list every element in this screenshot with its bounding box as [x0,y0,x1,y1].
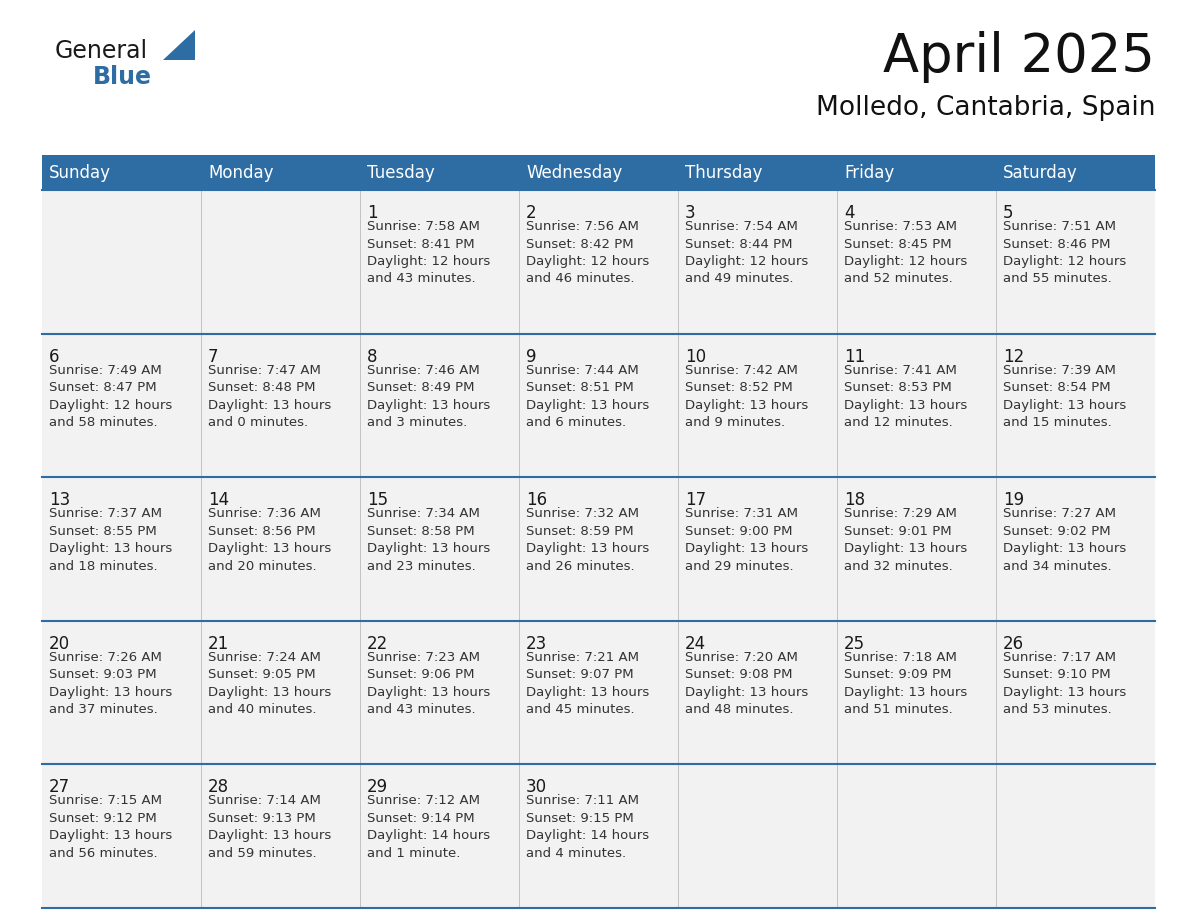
Text: Sunrise: 7:29 AM
Sunset: 9:01 PM
Daylight: 13 hours
and 32 minutes.: Sunrise: 7:29 AM Sunset: 9:01 PM Dayligh… [843,508,967,573]
Text: Sunrise: 7:39 AM
Sunset: 8:54 PM
Daylight: 13 hours
and 15 minutes.: Sunrise: 7:39 AM Sunset: 8:54 PM Dayligh… [1003,364,1126,429]
Text: 19: 19 [1003,491,1024,509]
Text: 14: 14 [208,491,229,509]
Text: Sunrise: 7:17 AM
Sunset: 9:10 PM
Daylight: 13 hours
and 53 minutes.: Sunrise: 7:17 AM Sunset: 9:10 PM Dayligh… [1003,651,1126,716]
Text: Sunrise: 7:14 AM
Sunset: 9:13 PM
Daylight: 13 hours
and 59 minutes.: Sunrise: 7:14 AM Sunset: 9:13 PM Dayligh… [208,794,331,860]
Text: 24: 24 [685,635,706,653]
Text: Sunday: Sunday [49,163,110,182]
Text: Thursday: Thursday [685,163,763,182]
Bar [42,477,1155,621]
Bar [42,190,1155,333]
Text: 15: 15 [367,491,388,509]
Polygon shape [163,30,195,60]
Text: Blue: Blue [93,65,152,89]
Text: Sunrise: 7:36 AM
Sunset: 8:56 PM
Daylight: 13 hours
and 20 minutes.: Sunrise: 7:36 AM Sunset: 8:56 PM Dayligh… [208,508,331,573]
Text: 7: 7 [208,348,219,365]
Text: Sunrise: 7:46 AM
Sunset: 8:49 PM
Daylight: 13 hours
and 3 minutes.: Sunrise: 7:46 AM Sunset: 8:49 PM Dayligh… [367,364,491,429]
Text: Molledo, Cantabria, Spain: Molledo, Cantabria, Spain [815,95,1155,121]
Text: Sunrise: 7:49 AM
Sunset: 8:47 PM
Daylight: 12 hours
and 58 minutes.: Sunrise: 7:49 AM Sunset: 8:47 PM Dayligh… [49,364,172,429]
Bar [42,765,1155,908]
Text: 11: 11 [843,348,865,365]
Text: 10: 10 [685,348,706,365]
Text: General: General [55,39,148,63]
Text: 30: 30 [526,778,548,797]
Text: Sunrise: 7:58 AM
Sunset: 8:41 PM
Daylight: 12 hours
and 43 minutes.: Sunrise: 7:58 AM Sunset: 8:41 PM Dayligh… [367,220,491,285]
Text: 8: 8 [367,348,378,365]
Text: Sunrise: 7:42 AM
Sunset: 8:52 PM
Daylight: 13 hours
and 9 minutes.: Sunrise: 7:42 AM Sunset: 8:52 PM Dayligh… [685,364,808,429]
Text: 12: 12 [1003,348,1024,365]
Text: 20: 20 [49,635,70,653]
Text: Wednesday: Wednesday [526,163,623,182]
Text: 27: 27 [49,778,70,797]
Text: 2: 2 [526,204,537,222]
Text: Sunrise: 7:41 AM
Sunset: 8:53 PM
Daylight: 13 hours
and 12 minutes.: Sunrise: 7:41 AM Sunset: 8:53 PM Dayligh… [843,364,967,429]
Text: 23: 23 [526,635,548,653]
Text: Sunrise: 7:24 AM
Sunset: 9:05 PM
Daylight: 13 hours
and 40 minutes.: Sunrise: 7:24 AM Sunset: 9:05 PM Dayligh… [208,651,331,716]
Text: Sunrise: 7:53 AM
Sunset: 8:45 PM
Daylight: 12 hours
and 52 minutes.: Sunrise: 7:53 AM Sunset: 8:45 PM Dayligh… [843,220,967,285]
Text: Sunrise: 7:51 AM
Sunset: 8:46 PM
Daylight: 12 hours
and 55 minutes.: Sunrise: 7:51 AM Sunset: 8:46 PM Dayligh… [1003,220,1126,285]
Text: 18: 18 [843,491,865,509]
Text: 3: 3 [685,204,696,222]
Text: Saturday: Saturday [1003,163,1078,182]
Text: 21: 21 [208,635,229,653]
Text: Sunrise: 7:27 AM
Sunset: 9:02 PM
Daylight: 13 hours
and 34 minutes.: Sunrise: 7:27 AM Sunset: 9:02 PM Dayligh… [1003,508,1126,573]
Text: 16: 16 [526,491,548,509]
Text: Sunrise: 7:26 AM
Sunset: 9:03 PM
Daylight: 13 hours
and 37 minutes.: Sunrise: 7:26 AM Sunset: 9:03 PM Dayligh… [49,651,172,716]
Text: Sunrise: 7:32 AM
Sunset: 8:59 PM
Daylight: 13 hours
and 26 minutes.: Sunrise: 7:32 AM Sunset: 8:59 PM Dayligh… [526,508,650,573]
Text: Sunrise: 7:37 AM
Sunset: 8:55 PM
Daylight: 13 hours
and 18 minutes.: Sunrise: 7:37 AM Sunset: 8:55 PM Dayligh… [49,508,172,573]
Bar [42,155,1155,190]
Text: 4: 4 [843,204,854,222]
Text: 22: 22 [367,635,388,653]
Text: 6: 6 [49,348,59,365]
Text: Friday: Friday [843,163,895,182]
Text: 5: 5 [1003,204,1013,222]
Text: Sunrise: 7:20 AM
Sunset: 9:08 PM
Daylight: 13 hours
and 48 minutes.: Sunrise: 7:20 AM Sunset: 9:08 PM Dayligh… [685,651,808,716]
Text: Sunrise: 7:12 AM
Sunset: 9:14 PM
Daylight: 14 hours
and 1 minute.: Sunrise: 7:12 AM Sunset: 9:14 PM Dayligh… [367,794,491,860]
Text: 17: 17 [685,491,706,509]
Text: Sunrise: 7:21 AM
Sunset: 9:07 PM
Daylight: 13 hours
and 45 minutes.: Sunrise: 7:21 AM Sunset: 9:07 PM Dayligh… [526,651,650,716]
Text: Sunrise: 7:11 AM
Sunset: 9:15 PM
Daylight: 14 hours
and 4 minutes.: Sunrise: 7:11 AM Sunset: 9:15 PM Dayligh… [526,794,649,860]
Text: Sunrise: 7:23 AM
Sunset: 9:06 PM
Daylight: 13 hours
and 43 minutes.: Sunrise: 7:23 AM Sunset: 9:06 PM Dayligh… [367,651,491,716]
Text: 26: 26 [1003,635,1024,653]
Text: Sunrise: 7:15 AM
Sunset: 9:12 PM
Daylight: 13 hours
and 56 minutes.: Sunrise: 7:15 AM Sunset: 9:12 PM Dayligh… [49,794,172,860]
Text: 13: 13 [49,491,70,509]
Bar [42,333,1155,477]
Text: 28: 28 [208,778,229,797]
Text: Sunrise: 7:31 AM
Sunset: 9:00 PM
Daylight: 13 hours
and 29 minutes.: Sunrise: 7:31 AM Sunset: 9:00 PM Dayligh… [685,508,808,573]
Text: April 2025: April 2025 [883,31,1155,83]
Text: Sunrise: 7:18 AM
Sunset: 9:09 PM
Daylight: 13 hours
and 51 minutes.: Sunrise: 7:18 AM Sunset: 9:09 PM Dayligh… [843,651,967,716]
Text: Sunrise: 7:34 AM
Sunset: 8:58 PM
Daylight: 13 hours
and 23 minutes.: Sunrise: 7:34 AM Sunset: 8:58 PM Dayligh… [367,508,491,573]
Text: 29: 29 [367,778,388,797]
Text: 1: 1 [367,204,378,222]
Bar [42,621,1155,765]
Text: 9: 9 [526,348,537,365]
Text: Sunrise: 7:44 AM
Sunset: 8:51 PM
Daylight: 13 hours
and 6 minutes.: Sunrise: 7:44 AM Sunset: 8:51 PM Dayligh… [526,364,650,429]
Text: Monday: Monday [208,163,273,182]
Text: 25: 25 [843,635,865,653]
Text: Sunrise: 7:54 AM
Sunset: 8:44 PM
Daylight: 12 hours
and 49 minutes.: Sunrise: 7:54 AM Sunset: 8:44 PM Dayligh… [685,220,808,285]
Text: Tuesday: Tuesday [367,163,435,182]
Text: Sunrise: 7:47 AM
Sunset: 8:48 PM
Daylight: 13 hours
and 0 minutes.: Sunrise: 7:47 AM Sunset: 8:48 PM Dayligh… [208,364,331,429]
Text: Sunrise: 7:56 AM
Sunset: 8:42 PM
Daylight: 12 hours
and 46 minutes.: Sunrise: 7:56 AM Sunset: 8:42 PM Dayligh… [526,220,650,285]
